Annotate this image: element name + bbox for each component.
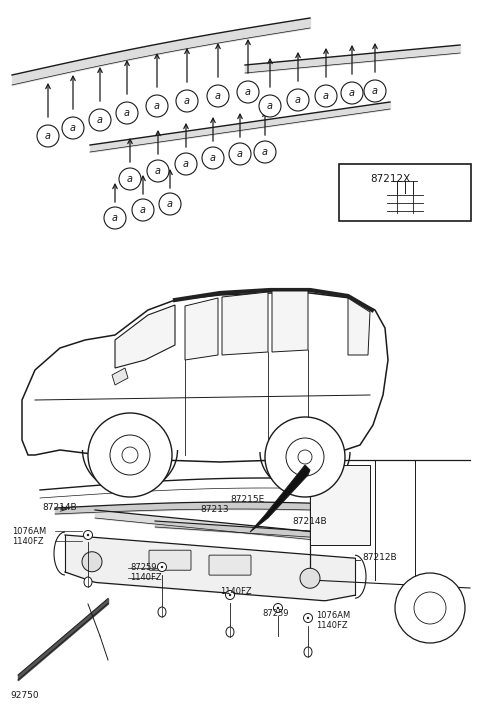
Text: 92750: 92750 xyxy=(10,690,38,699)
FancyBboxPatch shape xyxy=(149,550,191,570)
Text: a: a xyxy=(124,108,130,118)
Circle shape xyxy=(307,617,309,619)
Circle shape xyxy=(146,95,168,117)
Circle shape xyxy=(237,81,259,103)
Circle shape xyxy=(175,153,197,175)
Text: a: a xyxy=(323,91,329,101)
Circle shape xyxy=(88,413,172,497)
Circle shape xyxy=(62,117,84,139)
Circle shape xyxy=(274,603,283,612)
Polygon shape xyxy=(250,465,310,532)
Polygon shape xyxy=(348,298,370,355)
Text: 1140FZ: 1140FZ xyxy=(12,536,44,545)
Circle shape xyxy=(259,95,281,117)
Circle shape xyxy=(147,160,169,182)
Text: a: a xyxy=(349,88,355,98)
Ellipse shape xyxy=(84,577,92,587)
Text: a: a xyxy=(267,101,273,111)
Ellipse shape xyxy=(158,607,166,617)
FancyBboxPatch shape xyxy=(209,555,251,575)
Text: 87212X: 87212X xyxy=(370,174,410,184)
Polygon shape xyxy=(115,305,175,368)
Text: a: a xyxy=(112,213,118,223)
FancyBboxPatch shape xyxy=(339,164,471,221)
Circle shape xyxy=(161,566,163,568)
Polygon shape xyxy=(272,291,308,352)
Circle shape xyxy=(84,530,93,540)
Circle shape xyxy=(119,168,141,190)
Text: a: a xyxy=(215,91,221,101)
Text: a: a xyxy=(97,115,103,125)
Text: a: a xyxy=(184,96,190,106)
Circle shape xyxy=(395,573,465,643)
Text: 87259: 87259 xyxy=(262,610,288,618)
Circle shape xyxy=(37,125,59,147)
Text: a: a xyxy=(70,123,76,133)
Circle shape xyxy=(176,90,198,112)
Circle shape xyxy=(229,143,251,165)
Circle shape xyxy=(229,594,231,596)
Circle shape xyxy=(87,534,89,536)
Text: 1076AM: 1076AM xyxy=(316,610,350,620)
Text: a: a xyxy=(140,205,146,215)
Circle shape xyxy=(300,568,320,588)
Polygon shape xyxy=(310,465,370,545)
Text: 1076AM: 1076AM xyxy=(12,526,46,535)
Circle shape xyxy=(364,80,386,102)
Ellipse shape xyxy=(304,647,312,657)
Text: 87212B: 87212B xyxy=(362,553,396,563)
Circle shape xyxy=(346,169,366,189)
Text: a: a xyxy=(237,149,243,159)
Text: a: a xyxy=(45,131,51,141)
Circle shape xyxy=(159,193,181,215)
Circle shape xyxy=(89,109,111,131)
Text: 87214B: 87214B xyxy=(42,503,77,513)
Polygon shape xyxy=(22,293,388,462)
Circle shape xyxy=(254,141,276,163)
Circle shape xyxy=(116,102,138,124)
Text: 1140FZ: 1140FZ xyxy=(316,620,348,630)
Polygon shape xyxy=(185,298,218,360)
Circle shape xyxy=(157,563,167,572)
Circle shape xyxy=(104,207,126,229)
Text: a: a xyxy=(295,95,301,105)
Text: 87259: 87259 xyxy=(130,563,156,573)
Text: a: a xyxy=(262,147,268,157)
Circle shape xyxy=(202,147,224,169)
Circle shape xyxy=(82,552,102,572)
Text: 1140FZ: 1140FZ xyxy=(220,588,252,597)
Polygon shape xyxy=(222,292,268,355)
Circle shape xyxy=(207,85,229,107)
Text: 1140FZ: 1140FZ xyxy=(130,573,162,583)
Circle shape xyxy=(287,89,309,111)
Ellipse shape xyxy=(226,627,234,637)
Text: a: a xyxy=(127,174,133,184)
Text: 87213: 87213 xyxy=(200,506,228,515)
Text: a: a xyxy=(353,174,359,184)
Text: 87214B: 87214B xyxy=(292,518,326,526)
Circle shape xyxy=(265,417,345,497)
Text: a: a xyxy=(183,159,189,169)
Circle shape xyxy=(277,607,279,609)
Text: a: a xyxy=(210,153,216,163)
Circle shape xyxy=(132,199,154,221)
Circle shape xyxy=(341,82,363,104)
Text: 87215E: 87215E xyxy=(230,496,264,505)
Text: a: a xyxy=(155,166,161,176)
Text: a: a xyxy=(245,87,251,97)
Circle shape xyxy=(226,590,235,600)
Text: a: a xyxy=(154,101,160,111)
Text: a: a xyxy=(372,86,378,96)
Circle shape xyxy=(315,85,337,107)
Polygon shape xyxy=(112,368,128,385)
Circle shape xyxy=(303,613,312,622)
Text: a: a xyxy=(167,199,173,209)
